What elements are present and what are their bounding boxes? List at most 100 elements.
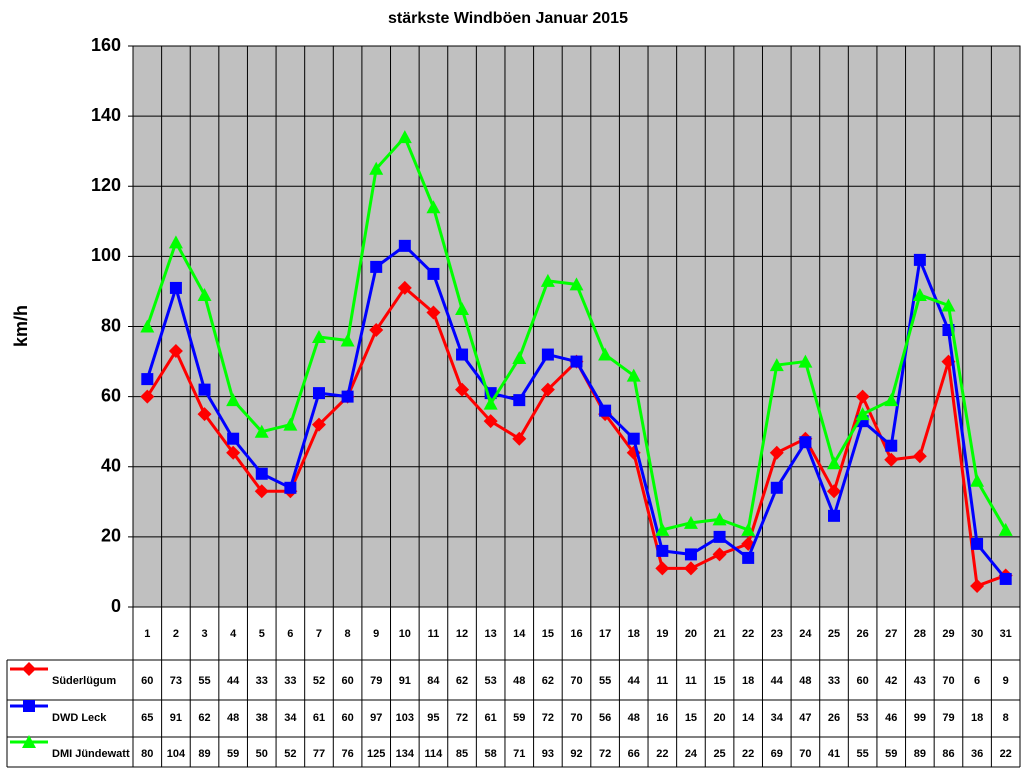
table-value: 53 <box>485 675 497 687</box>
x-tick-label: 23 <box>771 628 783 640</box>
table-value: 91 <box>170 712 182 724</box>
marker <box>254 424 269 438</box>
table-value: 26 <box>828 712 840 724</box>
table-value: 50 <box>256 748 268 760</box>
marker <box>540 382 555 397</box>
table-value: 6 <box>974 675 980 687</box>
marker <box>598 347 613 361</box>
marker <box>998 522 1013 536</box>
marker <box>741 522 756 536</box>
x-tick-label: 16 <box>570 628 582 640</box>
table-value: 99 <box>914 712 926 724</box>
marker <box>540 273 555 287</box>
marker <box>828 509 841 522</box>
marker <box>970 578 985 593</box>
legend-label: DWD Leck <box>52 712 107 724</box>
marker <box>683 561 698 576</box>
marker <box>397 280 412 295</box>
table-value: 55 <box>599 675 611 687</box>
marker <box>970 473 985 487</box>
table-value: 70 <box>570 675 582 687</box>
x-tick-label: 31 <box>1000 628 1012 640</box>
table-value: 70 <box>799 748 811 760</box>
x-tick-label: 9 <box>373 628 379 640</box>
x-tick-label: 7 <box>316 628 322 640</box>
marker <box>168 235 183 249</box>
marker <box>855 389 870 404</box>
table-value: 18 <box>742 675 754 687</box>
marker <box>483 396 498 410</box>
table-value: 70 <box>942 675 954 687</box>
marker <box>340 333 355 347</box>
table-value: 60 <box>341 675 353 687</box>
marker <box>227 432 240 445</box>
marker <box>656 544 669 557</box>
x-tick-label: 19 <box>656 628 668 640</box>
legend-label: DMI Jündewatt <box>52 748 130 760</box>
x-tick-label: 20 <box>685 628 697 640</box>
table-value: 8 <box>1003 712 1009 724</box>
marker <box>198 383 211 396</box>
table-value: 34 <box>771 712 784 724</box>
marker <box>971 537 984 550</box>
table-value: 48 <box>628 712 640 724</box>
y-tick-label: 100 <box>91 245 121 265</box>
marker <box>885 439 898 452</box>
table-value: 92 <box>570 748 582 760</box>
marker <box>999 572 1012 585</box>
marker <box>369 323 384 338</box>
marker <box>599 404 612 417</box>
x-tick-label: 3 <box>201 628 207 640</box>
table-value: 18 <box>971 712 983 724</box>
table-value: 69 <box>771 748 783 760</box>
marker <box>742 551 755 564</box>
x-tick-label: 4 <box>230 628 237 640</box>
marker <box>655 561 670 576</box>
table-value: 93 <box>542 748 554 760</box>
marker <box>483 414 498 429</box>
table-value: 79 <box>370 675 382 687</box>
marker <box>570 355 583 368</box>
table-value: 14 <box>742 712 755 724</box>
table-value: 65 <box>141 712 153 724</box>
table-value: 60 <box>141 675 153 687</box>
marker <box>197 407 212 422</box>
x-tick-label: 25 <box>828 628 840 640</box>
marker <box>827 484 842 499</box>
table-value: 44 <box>628 675 641 687</box>
marker <box>226 393 241 407</box>
x-tick-label: 29 <box>942 628 954 640</box>
table-value: 66 <box>628 748 640 760</box>
y-tick-label: 80 <box>101 315 121 335</box>
table-value: 59 <box>513 712 525 724</box>
marker <box>626 368 641 382</box>
table-value: 79 <box>942 712 954 724</box>
table-value: 33 <box>284 675 296 687</box>
marker <box>455 382 470 397</box>
table-value: 34 <box>284 712 297 724</box>
table-value: 9 <box>1003 675 1009 687</box>
marker <box>370 260 383 273</box>
marker <box>569 277 584 291</box>
marker <box>512 351 527 365</box>
y-tick-label: 40 <box>101 456 121 476</box>
marker <box>426 200 441 214</box>
table-value: 59 <box>227 748 239 760</box>
y-tick-label: 120 <box>91 175 121 195</box>
marker <box>254 484 269 499</box>
table-value: 89 <box>914 748 926 760</box>
x-tick-label: 8 <box>345 628 351 640</box>
table-value: 22 <box>742 748 754 760</box>
marker <box>140 319 155 333</box>
x-tick-label: 17 <box>599 628 611 640</box>
table-value: 77 <box>313 748 325 760</box>
table-value: 60 <box>857 675 869 687</box>
table-value: 104 <box>167 748 186 760</box>
marker <box>312 387 325 400</box>
table-value: 86 <box>942 748 954 760</box>
y-tick-label: 60 <box>101 385 121 405</box>
table-value: 125 <box>367 748 385 760</box>
x-tick-label: 5 <box>259 628 265 640</box>
table-value: 80 <box>141 748 153 760</box>
